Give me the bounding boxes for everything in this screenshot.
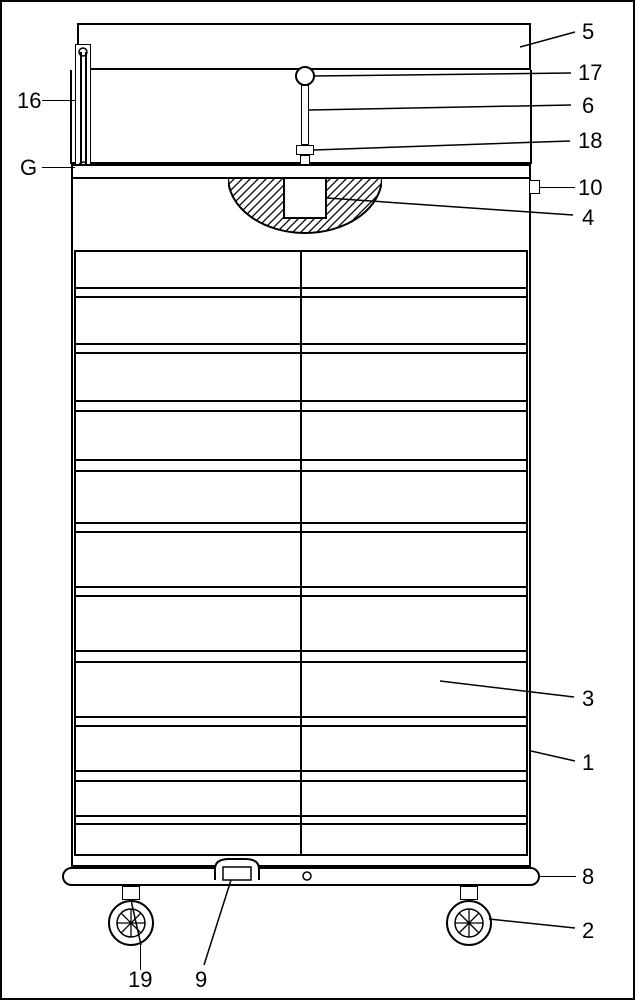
- row: [74, 287, 528, 289]
- canvas: 5 17 6 16 G 18 10 4 3 1 8 2 19 9: [0, 0, 635, 1000]
- label-9: 9: [195, 967, 207, 993]
- row: [74, 470, 528, 472]
- leader-18: [314, 140, 574, 154]
- label-5: 5: [582, 19, 594, 45]
- row: [74, 410, 528, 412]
- row: [74, 522, 528, 524]
- bracket-16: [75, 44, 91, 174]
- leader-19-diag: [131, 900, 145, 948]
- label-2: 2: [582, 918, 594, 944]
- door-left-edge: [74, 250, 76, 854]
- leader-3: [440, 680, 580, 700]
- row: [74, 650, 528, 652]
- wheel-right: [444, 898, 494, 948]
- row: [74, 780, 528, 782]
- label-G: G: [20, 155, 37, 181]
- row: [74, 661, 528, 663]
- row: [74, 815, 528, 817]
- row: [74, 725, 528, 727]
- leader-10: [540, 187, 575, 188]
- label-6: 6: [582, 93, 594, 119]
- row: [74, 716, 528, 718]
- part-18: [296, 145, 314, 155]
- label-17: 17: [578, 60, 602, 86]
- row: [74, 250, 528, 252]
- row: [74, 823, 528, 825]
- row: [74, 400, 528, 402]
- leader-8: [540, 876, 576, 877]
- label-10: 10: [578, 175, 602, 201]
- lock-9-svg: [209, 855, 265, 885]
- row: [74, 296, 528, 298]
- leader-G: [42, 167, 75, 168]
- leader-17: [313, 72, 575, 80]
- row: [74, 854, 528, 856]
- motor-box-4: [283, 177, 327, 219]
- label-1: 1: [582, 750, 594, 776]
- label-19: 19: [128, 967, 152, 993]
- bracket-16-top-circle: [77, 46, 89, 58]
- bracket-16-inner-top2: [85, 52, 87, 166]
- leader-6: [309, 104, 575, 112]
- door-right-edge: [526, 250, 528, 854]
- label-8: 8: [582, 864, 594, 890]
- tab-10: [529, 180, 540, 194]
- leader-4: [327, 197, 577, 219]
- row: [74, 531, 528, 533]
- leader-1: [531, 750, 579, 764]
- center-divider: [300, 250, 302, 854]
- shaft-6: [301, 85, 309, 145]
- leader-9: [201, 880, 241, 970]
- row: [74, 595, 528, 597]
- label-4: 4: [582, 205, 594, 231]
- row: [74, 459, 528, 461]
- row: [74, 586, 528, 588]
- center-hole: [301, 870, 313, 882]
- label-18: 18: [578, 128, 602, 154]
- row: [74, 343, 528, 345]
- label-16: 16: [17, 88, 41, 114]
- top-bar-5: [77, 23, 531, 70]
- leader-16: [42, 100, 75, 101]
- row: [74, 352, 528, 354]
- leader-2: [489, 917, 579, 931]
- row: [74, 770, 528, 772]
- label-3: 3: [582, 686, 594, 712]
- bracket-16-inner-top: [80, 52, 82, 166]
- leader-5: [520, 30, 580, 50]
